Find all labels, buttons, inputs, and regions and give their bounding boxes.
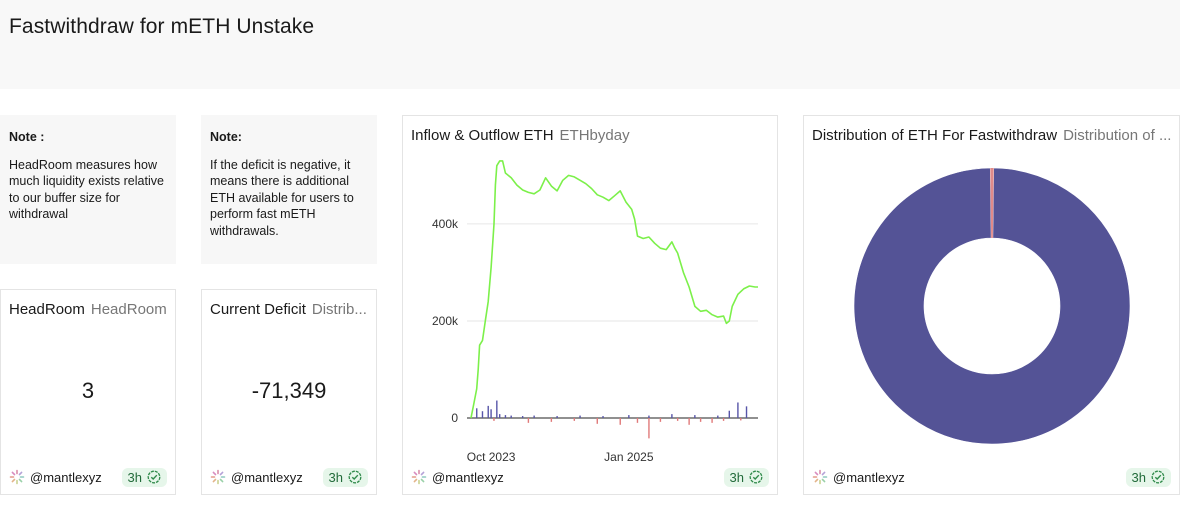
author-link[interactable]: @mantlexyz <box>9 469 102 485</box>
balance-line <box>470 160 758 419</box>
outflow-bar <box>699 418 702 422</box>
outflow-bar <box>659 418 662 422</box>
deficit-value: -71,349 <box>251 378 327 403</box>
inflow-bar <box>481 411 484 418</box>
card-footer: @mantlexyz 3h <box>9 466 167 488</box>
inflow-outflow-chart[interactable]: 0 200k 400k Oct 2023 Jan 2025 <box>403 116 779 496</box>
outflow-bar <box>636 418 639 423</box>
mantle-logo-icon <box>411 469 427 485</box>
note-body: HeadRoom measures how much liquidity exi… <box>9 157 164 222</box>
verified-check-icon <box>147 470 161 484</box>
freshness-text: 3h <box>1131 469 1146 485</box>
inflow-bar <box>602 416 604 418</box>
deficit-card[interactable]: Current Deficit Distrib... -71,349 @mantl… <box>201 289 377 495</box>
x-tick-label: Jan 2025 <box>604 450 654 464</box>
inflow-bar <box>496 400 498 418</box>
inflow-bar <box>556 416 558 418</box>
author-link[interactable]: @mantlexyz <box>812 469 905 485</box>
x-tick-label: Oct 2023 <box>467 450 516 464</box>
freshness-text: 3h <box>328 469 343 485</box>
outflow-bar <box>527 418 530 423</box>
outflow-bar <box>550 418 553 422</box>
y-tick-label: 400k <box>432 217 459 231</box>
card-footer: @mantlexyz 3h <box>210 466 368 488</box>
distribution-donut-chart[interactable] <box>804 116 1181 496</box>
inflow-bar <box>648 415 650 418</box>
donut-slice[interactable] <box>990 168 994 239</box>
page-header: Fastwithdraw for mETH Unstake <box>0 0 1180 89</box>
inflow-bar <box>694 415 696 418</box>
inflow-bar <box>490 409 492 418</box>
headroom-value: 3 <box>81 378 95 403</box>
outflow-bar <box>493 418 495 421</box>
inflow-bar <box>628 415 630 418</box>
author-name: @mantlexyz <box>30 469 102 485</box>
inflow-bar <box>579 415 581 418</box>
y-tick-label: 0 <box>451 411 458 425</box>
freshness-badge[interactable]: 3h <box>1125 467 1171 487</box>
card-subtitle: Distrib... <box>311 301 367 318</box>
card-title-text: HeadRoom <box>9 301 85 318</box>
mantle-logo-icon <box>9 469 25 485</box>
freshness-badge[interactable]: 3h <box>121 467 167 487</box>
inflow-bar <box>737 402 739 418</box>
card-footer: @mantlexyz 3h <box>411 466 769 488</box>
inflow-bar <box>476 408 478 418</box>
inflow-bar <box>717 415 719 418</box>
headroom-card[interactable]: HeadRoom HeadRoom 3 @mantlexyz 3h <box>0 289 176 495</box>
outflow-bar <box>676 418 679 421</box>
verified-check-icon <box>1151 470 1165 484</box>
verified-check-icon <box>348 470 362 484</box>
freshness-badge[interactable]: 3h <box>322 467 368 487</box>
inflow-bar <box>521 416 524 418</box>
freshness-text: 3h <box>127 469 142 485</box>
freshness-badge[interactable]: 3h <box>723 467 769 487</box>
note-headroom: Note : HeadRoom measures how much liquid… <box>0 115 176 264</box>
verified-check-icon <box>749 470 763 484</box>
outflow-bar <box>711 418 713 423</box>
page-title: Fastwithdraw for mETH Unstake <box>9 15 315 38</box>
note-title: Note : <box>9 130 45 144</box>
author-name: @mantlexyz <box>833 469 905 485</box>
inflow-bar <box>671 414 673 418</box>
donut-slice[interactable] <box>853 167 1131 445</box>
inflow-bar <box>728 410 730 418</box>
note-body: If the deficit is negative, it means the… <box>210 157 354 238</box>
freshness-text: 3h <box>729 469 744 485</box>
inflow-bar <box>510 415 512 418</box>
outflow-bar <box>619 418 621 425</box>
outflow-bar <box>648 418 650 439</box>
author-name: @mantlexyz <box>231 469 303 485</box>
outflow-bar <box>688 418 690 425</box>
author-link[interactable]: @mantlexyz <box>411 469 504 485</box>
inflow-bar <box>745 406 748 418</box>
outflow-bar <box>722 418 725 421</box>
card-title-text: Current Deficit <box>210 301 306 318</box>
card-footer: @mantlexyz 3h <box>812 466 1171 488</box>
inflow-bar <box>487 405 489 418</box>
outflow-bar <box>740 418 742 421</box>
outflow-bar <box>573 418 576 421</box>
outflow-bar <box>596 418 598 424</box>
inflow-bar <box>499 414 501 418</box>
y-tick-label: 200k <box>432 314 459 328</box>
author-link[interactable]: @mantlexyz <box>210 469 303 485</box>
note-deficit: Note: If the deficit is negative, it mea… <box>201 115 377 264</box>
mantle-logo-icon <box>812 469 828 485</box>
note-title: Note: <box>210 130 242 144</box>
card-title: Current Deficit Distrib... <box>210 301 367 318</box>
distribution-card[interactable]: Distribution of ETH For Fastwithdraw Dist… <box>803 115 1180 495</box>
mantle-logo-icon <box>210 469 226 485</box>
inflow-outflow-card[interactable]: Inflow & Outflow ETH ETHbyday 0 200k 400k Oc… <box>402 115 778 495</box>
inflow-bar <box>504 415 507 418</box>
author-name: @mantlexyz <box>432 469 504 485</box>
inflow-bar <box>533 415 535 418</box>
card-subtitle: HeadRoom <box>90 301 167 318</box>
card-title: HeadRoom HeadRoom <box>9 301 167 318</box>
